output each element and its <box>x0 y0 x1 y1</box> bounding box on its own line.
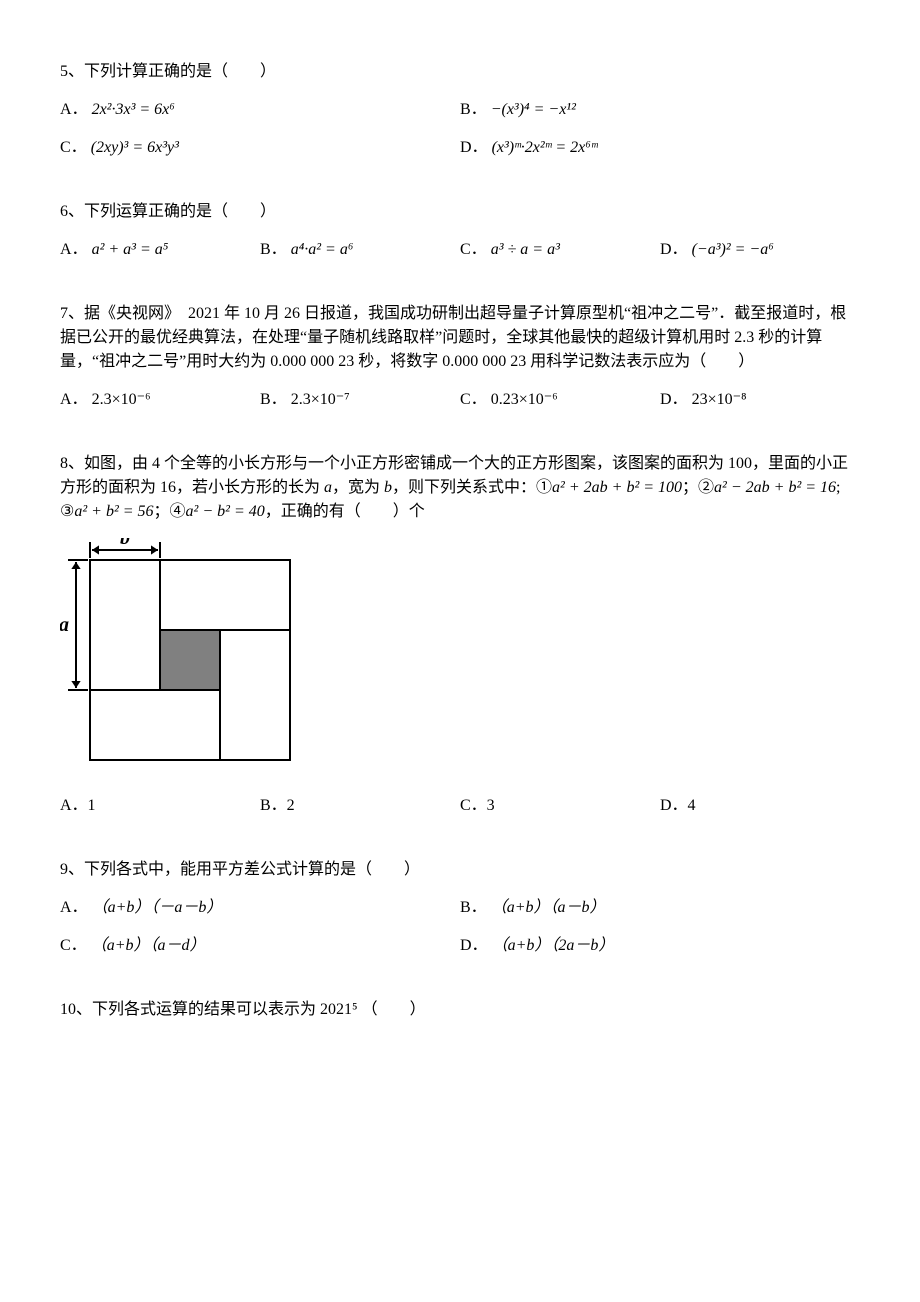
stem-part: 10、下列各式运算的结果可以表示为 <box>60 1001 316 1018</box>
square-diagram: ba <box>60 538 300 768</box>
opt-label: C． <box>60 139 87 156</box>
opt-label: B． <box>460 101 487 118</box>
opt-label: B． <box>460 899 487 916</box>
opt-expr: (2xy)³ = 6x³y³ <box>91 139 179 156</box>
q6-stem: 6、下列运算正确的是（ ） <box>60 200 860 224</box>
svg-text:b: b <box>120 538 130 549</box>
opt-expr: 2x²·3x³ = 6x⁶ <box>92 101 175 118</box>
q9-opt-b: B． （a+b）（a－b） <box>460 896 860 920</box>
q6-options: A． a² + a³ = a⁵ B． a⁴·a² = a⁶ C． a³ ÷ a … <box>60 238 860 276</box>
q6-opt-d: D． (−a³)² = −a⁶ <box>660 238 860 262</box>
opt-expr: （a+b）（－a－b） <box>92 899 223 916</box>
var-a: a <box>324 479 332 496</box>
q8-figure: ba <box>60 538 860 776</box>
question-9: 9、下列各式中，能用平方差公式计算的是（ ） A． （a+b）（－a－b） B．… <box>60 858 860 972</box>
opt-label: D． <box>460 139 488 156</box>
q7-stem: 7、据《央视网》 2021 年 10 月 26 日报道，我国成功研制出超导量子计… <box>60 302 860 374</box>
q9-options: A． （a+b）（－a－b） B． （a+b）（a－b） C． （a+b）（a－… <box>60 896 860 972</box>
q9-opt-a: A． （a+b）（－a－b） <box>60 896 460 920</box>
opt-label: B． <box>260 241 287 258</box>
opt-expr: (x³)ᵐ·2x²ᵐ = 2x⁶ᵐ <box>492 139 598 156</box>
opt-expr: 23×10⁻⁸ <box>692 391 747 408</box>
q7-opt-d: D． 23×10⁻⁸ <box>660 388 860 412</box>
q6-opt-a: A． a² + a³ = a⁵ <box>60 238 260 262</box>
question-7: 7、据《央视网》 2021 年 10 月 26 日报道，我国成功研制出超导量子计… <box>60 302 860 426</box>
q5-opt-c: C． (2xy)³ = 6x³y³ <box>60 136 460 160</box>
opt-label: C． <box>60 937 87 954</box>
opt-label: D． <box>660 241 688 258</box>
q7-opt-b: B． 2.3×10⁻⁷ <box>260 388 460 412</box>
opt-label: D． <box>460 937 488 954</box>
sep: ，正确的有（ ）个 <box>265 503 425 520</box>
q5-opt-d: D． (x³)ᵐ·2x²ᵐ = 2x⁶ᵐ <box>460 136 860 160</box>
q7-options: A． 2.3×10⁻⁶ B． 2.3×10⁻⁷ C． 0.23×10⁻⁶ D． … <box>60 388 860 426</box>
q9-opt-d: D． （a+b）（2a－b） <box>460 934 860 958</box>
q8-opt-a: A．1 <box>60 794 260 818</box>
opt-expr: (−a³)² = −a⁶ <box>692 241 774 258</box>
q7-opt-c: C． 0.23×10⁻⁶ <box>460 388 660 412</box>
opt-label: C． <box>460 391 487 408</box>
q5-stem: 5、下列计算正确的是（ ） <box>60 60 860 84</box>
opt-expr: （a+b）（a－b） <box>491 899 606 916</box>
q5-opt-a: A． 2x²·3x³ = 6x⁶ <box>60 98 460 122</box>
var-b: b <box>384 479 392 496</box>
question-10: 10、下列各式运算的结果可以表示为 2021⁵ （ ） <box>60 998 860 1022</box>
stem-expr: 2021⁵ <box>320 1001 358 1018</box>
q6-opt-b: B． a⁴·a² = a⁶ <box>260 238 460 262</box>
q8-options: A．1 B．2 C．3 D．4 <box>60 794 860 832</box>
opt-expr: 2.3×10⁻⁶ <box>92 391 151 408</box>
opt-label: A． <box>60 899 88 916</box>
sep: ；④ <box>154 503 186 520</box>
question-8: 8、如图，由 4 个全等的小长方形与一个小正方形密铺成一个大的正方形图案，该图案… <box>60 452 860 832</box>
q8-opt-c: C．3 <box>460 794 660 818</box>
opt-label: B． <box>260 391 287 408</box>
opt-expr: a⁴·a² = a⁶ <box>291 241 354 258</box>
stem-part: ，宽为 <box>332 479 384 496</box>
opt-label: C． <box>460 241 487 258</box>
q5-options: A． 2x²·3x³ = 6x⁶ B． −(x³)⁴ = −x¹² C． (2x… <box>60 98 860 174</box>
q9-opt-c: C． （a+b）（a－d） <box>60 934 460 958</box>
sep: ；② <box>682 479 714 496</box>
svg-text:a: a <box>60 614 69 636</box>
opt-label: A． <box>60 391 88 408</box>
q5-opt-b: B． −(x³)⁴ = −x¹² <box>460 98 860 122</box>
question-6: 6、下列运算正确的是（ ） A． a² + a³ = a⁵ B． a⁴·a² =… <box>60 200 860 276</box>
eq4: a² − b² = 40 <box>186 503 265 520</box>
opt-expr: a² + a³ = a⁵ <box>92 241 169 258</box>
opt-expr: 2.3×10⁻⁷ <box>291 391 350 408</box>
question-5: 5、下列计算正确的是（ ） A． 2x²·3x³ = 6x⁶ B． −(x³)⁴… <box>60 60 860 174</box>
opt-expr: （a+b）（2a－b） <box>492 937 615 954</box>
stem-part: ，则下列关系式中：① <box>392 479 552 496</box>
eq2: a² − 2ab + b² = 16 <box>714 479 836 496</box>
q10-stem: 10、下列各式运算的结果可以表示为 2021⁵ （ ） <box>60 998 860 1022</box>
opt-label: D． <box>660 391 688 408</box>
q8-opt-b: B．2 <box>260 794 460 818</box>
eq1: a² + 2ab + b² = 100 <box>552 479 682 496</box>
q8-stem: 8、如图，由 4 个全等的小长方形与一个小正方形密铺成一个大的正方形图案，该图案… <box>60 452 860 524</box>
q9-stem: 9、下列各式中，能用平方差公式计算的是（ ） <box>60 858 860 882</box>
opt-label: A． <box>60 101 88 118</box>
opt-label: A． <box>60 241 88 258</box>
q8-opt-d: D．4 <box>660 794 860 818</box>
stem-part: （ ） <box>362 1001 426 1018</box>
q7-opt-a: A． 2.3×10⁻⁶ <box>60 388 260 412</box>
q6-opt-c: C． a³ ÷ a = a³ <box>460 238 660 262</box>
opt-expr: −(x³)⁴ = −x¹² <box>491 101 576 118</box>
opt-expr: a³ ÷ a = a³ <box>491 241 560 258</box>
opt-expr: （a+b）（a－d） <box>91 937 206 954</box>
opt-expr: 0.23×10⁻⁶ <box>491 391 558 408</box>
eq3: a² + b² = 56 <box>74 503 153 520</box>
